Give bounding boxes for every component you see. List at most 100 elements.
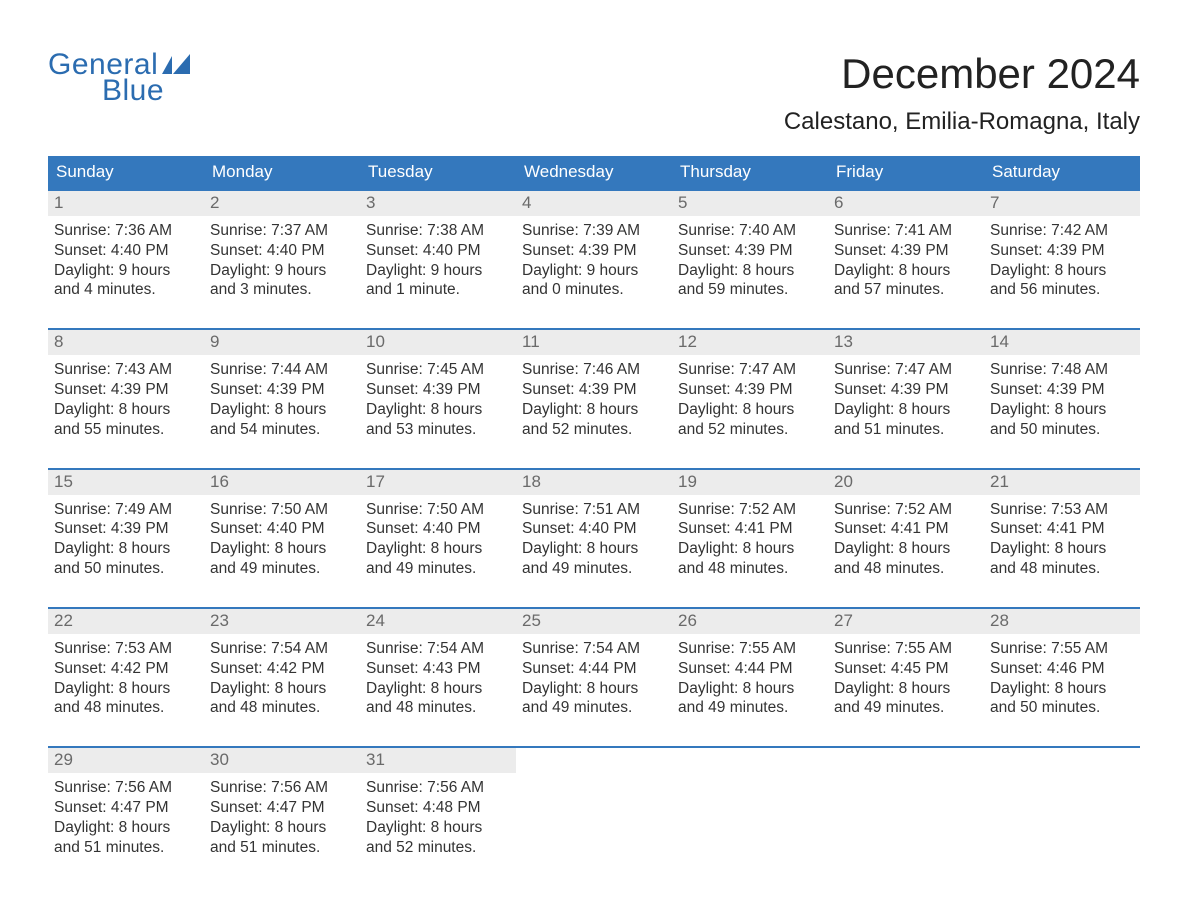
day-details: Sunrise: 7:50 AMSunset: 4:40 PMDaylight:… [360, 495, 516, 607]
daylight-line: and 53 minutes. [366, 420, 510, 440]
sunrise-line: Sunrise: 7:50 AM [366, 500, 510, 520]
daylight-line: Daylight: 9 hours [522, 261, 666, 281]
day-number: 19 [672, 470, 828, 495]
sunrise-line: Sunrise: 7:51 AM [522, 500, 666, 520]
daylight-line: and 49 minutes. [834, 698, 978, 718]
day-details: Sunrise: 7:41 AMSunset: 4:39 PMDaylight:… [828, 216, 984, 328]
sunrise-line: Sunrise: 7:44 AM [210, 360, 354, 380]
day-number: 25 [516, 609, 672, 634]
daylight-line: Daylight: 8 hours [834, 679, 978, 699]
daylight-line: Daylight: 8 hours [366, 539, 510, 559]
sunrise-line: Sunrise: 7:49 AM [54, 500, 198, 520]
sunrise-line: Sunrise: 7:54 AM [522, 639, 666, 659]
daylight-line: Daylight: 9 hours [210, 261, 354, 281]
sunrise-line: Sunrise: 7:50 AM [210, 500, 354, 520]
sunset-line: Sunset: 4:41 PM [678, 519, 822, 539]
week-row: 1234567Sunrise: 7:36 AMSunset: 4:40 PMDa… [48, 189, 1140, 328]
sunset-line: Sunset: 4:40 PM [366, 241, 510, 261]
day-details: Sunrise: 7:56 AMSunset: 4:47 PMDaylight:… [48, 773, 204, 885]
day-number: 15 [48, 470, 204, 495]
daylight-line: and 51 minutes. [210, 838, 354, 858]
daylight-line: Daylight: 8 hours [210, 818, 354, 838]
sunrise-line: Sunrise: 7:54 AM [210, 639, 354, 659]
week-row: 22232425262728Sunrise: 7:53 AMSunset: 4:… [48, 607, 1140, 746]
sunrise-line: Sunrise: 7:45 AM [366, 360, 510, 380]
day-details: Sunrise: 7:45 AMSunset: 4:39 PMDaylight:… [360, 355, 516, 467]
daylight-line: Daylight: 8 hours [54, 679, 198, 699]
daylight-line: Daylight: 8 hours [990, 261, 1134, 281]
day-number: 9 [204, 330, 360, 355]
daylight-line: Daylight: 8 hours [678, 261, 822, 281]
sunrise-line: Sunrise: 7:53 AM [990, 500, 1134, 520]
day-number: 23 [204, 609, 360, 634]
sunrise-line: Sunrise: 7:53 AM [54, 639, 198, 659]
day-number: 30 [204, 748, 360, 773]
daylight-line: Daylight: 8 hours [54, 818, 198, 838]
day-details: Sunrise: 7:56 AMSunset: 4:47 PMDaylight:… [204, 773, 360, 885]
daylight-line: Daylight: 8 hours [210, 539, 354, 559]
daylight-line: Daylight: 8 hours [678, 539, 822, 559]
daylight-line: Daylight: 8 hours [990, 400, 1134, 420]
daylight-line: and 57 minutes. [834, 280, 978, 300]
sunset-line: Sunset: 4:40 PM [366, 519, 510, 539]
daylight-line: Daylight: 8 hours [834, 261, 978, 281]
day-number: 20 [828, 470, 984, 495]
daylight-line: and 51 minutes. [54, 838, 198, 858]
day-number: 17 [360, 470, 516, 495]
daylight-line: Daylight: 8 hours [522, 539, 666, 559]
daylight-line: and 49 minutes. [366, 559, 510, 579]
day-number: 18 [516, 470, 672, 495]
sunset-line: Sunset: 4:44 PM [522, 659, 666, 679]
day-details: Sunrise: 7:42 AMSunset: 4:39 PMDaylight:… [984, 216, 1140, 328]
day-number: 24 [360, 609, 516, 634]
day-details [984, 773, 1140, 885]
daylight-line: Daylight: 8 hours [366, 679, 510, 699]
day-number: 27 [828, 609, 984, 634]
sunset-line: Sunset: 4:40 PM [54, 241, 198, 261]
flag-icon [162, 54, 190, 74]
day-number: 16 [204, 470, 360, 495]
daylight-line: Daylight: 9 hours [366, 261, 510, 281]
sunset-line: Sunset: 4:46 PM [990, 659, 1134, 679]
daylight-line: and 56 minutes. [990, 280, 1134, 300]
sunset-line: Sunset: 4:42 PM [210, 659, 354, 679]
daylight-line: Daylight: 8 hours [366, 818, 510, 838]
day-details: Sunrise: 7:40 AMSunset: 4:39 PMDaylight:… [672, 216, 828, 328]
week-row: 293031Sunrise: 7:56 AMSunset: 4:47 PMDay… [48, 746, 1140, 885]
brand-line2: Blue [102, 76, 190, 106]
sunrise-line: Sunrise: 7:48 AM [990, 360, 1134, 380]
day-details: Sunrise: 7:49 AMSunset: 4:39 PMDaylight:… [48, 495, 204, 607]
sunset-line: Sunset: 4:39 PM [366, 380, 510, 400]
day-number: 8 [48, 330, 204, 355]
day-number: 14 [984, 330, 1140, 355]
day-number: 22 [48, 609, 204, 634]
day-details: Sunrise: 7:44 AMSunset: 4:39 PMDaylight:… [204, 355, 360, 467]
day-details: Sunrise: 7:55 AMSunset: 4:44 PMDaylight:… [672, 634, 828, 746]
day-number [828, 748, 984, 773]
sunset-line: Sunset: 4:44 PM [678, 659, 822, 679]
day-details: Sunrise: 7:50 AMSunset: 4:40 PMDaylight:… [204, 495, 360, 607]
weekday-header: Tuesday [360, 156, 516, 189]
daylight-line: and 48 minutes. [834, 559, 978, 579]
sunrise-line: Sunrise: 7:39 AM [522, 221, 666, 241]
daylight-line: and 59 minutes. [678, 280, 822, 300]
sunrise-line: Sunrise: 7:56 AM [210, 778, 354, 798]
sunset-line: Sunset: 4:41 PM [990, 519, 1134, 539]
day-number: 5 [672, 191, 828, 216]
day-details: Sunrise: 7:39 AMSunset: 4:39 PMDaylight:… [516, 216, 672, 328]
daylight-line: and 50 minutes. [54, 559, 198, 579]
day-details [516, 773, 672, 885]
daylight-line: Daylight: 8 hours [834, 400, 978, 420]
daylight-line: and 48 minutes. [678, 559, 822, 579]
sunset-line: Sunset: 4:45 PM [834, 659, 978, 679]
day-details: Sunrise: 7:37 AMSunset: 4:40 PMDaylight:… [204, 216, 360, 328]
weekday-header: Wednesday [516, 156, 672, 189]
daylight-line: and 48 minutes. [210, 698, 354, 718]
daylight-line: Daylight: 8 hours [210, 679, 354, 699]
calendar-grid: Sunday Monday Tuesday Wednesday Thursday… [48, 156, 1140, 886]
daylight-line: and 49 minutes. [522, 698, 666, 718]
daylight-line: and 54 minutes. [210, 420, 354, 440]
day-details: Sunrise: 7:46 AMSunset: 4:39 PMDaylight:… [516, 355, 672, 467]
day-details: Sunrise: 7:52 AMSunset: 4:41 PMDaylight:… [672, 495, 828, 607]
daylight-line: and 52 minutes. [366, 838, 510, 858]
